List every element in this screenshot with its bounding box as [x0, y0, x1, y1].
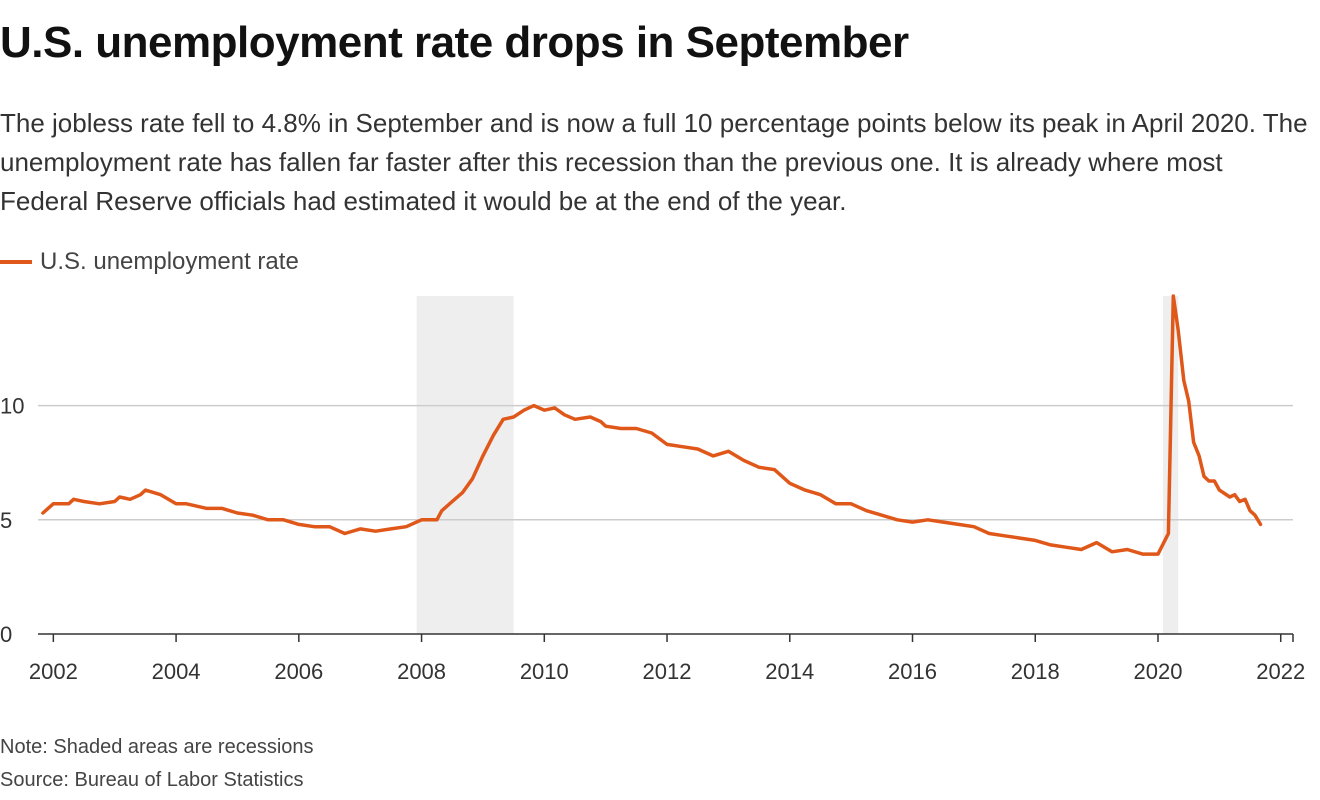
- chart-subtitle: The jobless rate fell to 4.8% in Septemb…: [0, 108, 1308, 216]
- y-tick-label-10: 10: [0, 394, 24, 419]
- x-tick-label-2008: 2008: [397, 659, 446, 684]
- legend-label: U.S. unemployment rate: [40, 248, 299, 275]
- x-tick-label-2004: 2004: [152, 659, 201, 684]
- x-tick-label-2006: 2006: [274, 659, 323, 684]
- y-tick-label-5: 5: [0, 508, 12, 533]
- recession-band-1: [416, 296, 514, 634]
- series-line-unemployment-rate: [41, 294, 1263, 556]
- legend-swatch: [0, 260, 32, 264]
- y-tick-label-0: 0: [0, 622, 12, 647]
- legend: U.S. unemployment rate: [0, 248, 299, 276]
- x-tick-label-2022: 2022: [1256, 659, 1305, 684]
- chart-title: U.S. unemployment rate drops in Septembe…: [0, 18, 909, 67]
- line-chart: 0 5 10 2002 2004 2006 2008 2010 2012 2014 2016 2018…: [0, 294, 1305, 684]
- x-tick-label-2016: 2016: [888, 659, 937, 684]
- x-tick-label-2010: 2010: [520, 659, 569, 684]
- x-tick-label-2020: 2020: [1134, 659, 1183, 684]
- x-tick-label-2012: 2012: [643, 659, 692, 684]
- x-tick-label-2014: 2014: [765, 659, 814, 684]
- x-tick-label-2002: 2002: [29, 659, 78, 684]
- footnote: Note: Shaded areas are recessions: [0, 736, 314, 758]
- x-tick-label-2018: 2018: [1011, 659, 1060, 684]
- source-note: Source: Bureau of Labor Statistics: [0, 769, 304, 791]
